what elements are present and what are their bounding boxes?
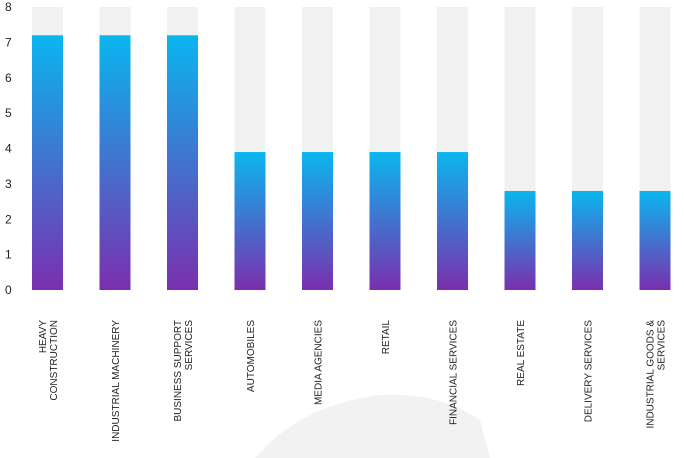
y-tick-label: 0 [5, 283, 12, 297]
bar [32, 35, 63, 290]
x-tick-label-line: INDUSTRIAL MACHINERY [111, 320, 122, 442]
x-tick-label-line: MEDIA AGENCIES [314, 320, 325, 405]
y-tick-label: 3 [5, 177, 12, 191]
bar [302, 152, 333, 290]
y-tick-label: 4 [5, 142, 12, 156]
y-tick-label: 6 [5, 71, 12, 85]
x-tick-label-line: HEAVY [38, 320, 49, 353]
y-tick-label: 2 [5, 212, 12, 226]
x-tick-label-line: BUSINESS SUPPORT [173, 320, 184, 422]
bar [167, 35, 198, 290]
y-tick-label: 7 [5, 35, 12, 49]
x-tick-label: RETAIL [381, 320, 392, 355]
bars [32, 35, 671, 290]
bar [369, 152, 401, 290]
y-axis-ticks: 0 1 2 3 4 5 6 7 8 [5, 0, 12, 297]
x-tick-label-line: CONSTRUCTION [49, 320, 60, 401]
watermark-shape [255, 394, 490, 458]
bar [504, 190, 536, 290]
x-tick-label-line: REAL ESTATE [516, 320, 527, 386]
x-tick-label: REAL ESTATE [516, 320, 527, 386]
bar [572, 190, 603, 290]
x-tick-label-line: SERVICES [184, 320, 195, 371]
category-labels: HEAVYCONSTRUCTION INDUSTRIAL MACHINERY BUS… [38, 320, 668, 442]
x-tick-label-line: DELIVERY SERVICES [584, 320, 595, 423]
y-tick-label: 5 [5, 106, 12, 120]
y-tick-label: 8 [5, 0, 12, 14]
bar [234, 152, 266, 290]
x-tick-label-line: SERVICES [657, 320, 668, 371]
x-tick-label: DELIVERY SERVICES [584, 320, 595, 423]
x-tick-label: BUSINESS SUPPORTSERVICES [173, 320, 195, 422]
x-tick-label: INDUSTRIAL MACHINERY [111, 320, 122, 442]
x-tick-label-line: FINANCIAL SERVICES [449, 320, 460, 425]
x-tick-label: MEDIA AGENCIES [314, 320, 325, 405]
bar [437, 152, 468, 290]
x-tick-label-line: AUTOMOBILES [246, 320, 257, 392]
x-tick-label: HEAVYCONSTRUCTION [38, 320, 60, 401]
x-tick-label: INDUSTRIAL GOODS &SERVICES [646, 320, 668, 429]
x-tick-label: FINANCIAL SERVICES [449, 320, 460, 425]
bar [99, 35, 131, 290]
x-tick-label: AUTOMOBILES [246, 320, 257, 392]
bar [639, 190, 671, 290]
x-tick-label-line: INDUSTRIAL GOODS & [646, 320, 657, 429]
x-tick-label-line: RETAIL [381, 320, 392, 355]
y-tick-label: 1 [5, 248, 12, 262]
